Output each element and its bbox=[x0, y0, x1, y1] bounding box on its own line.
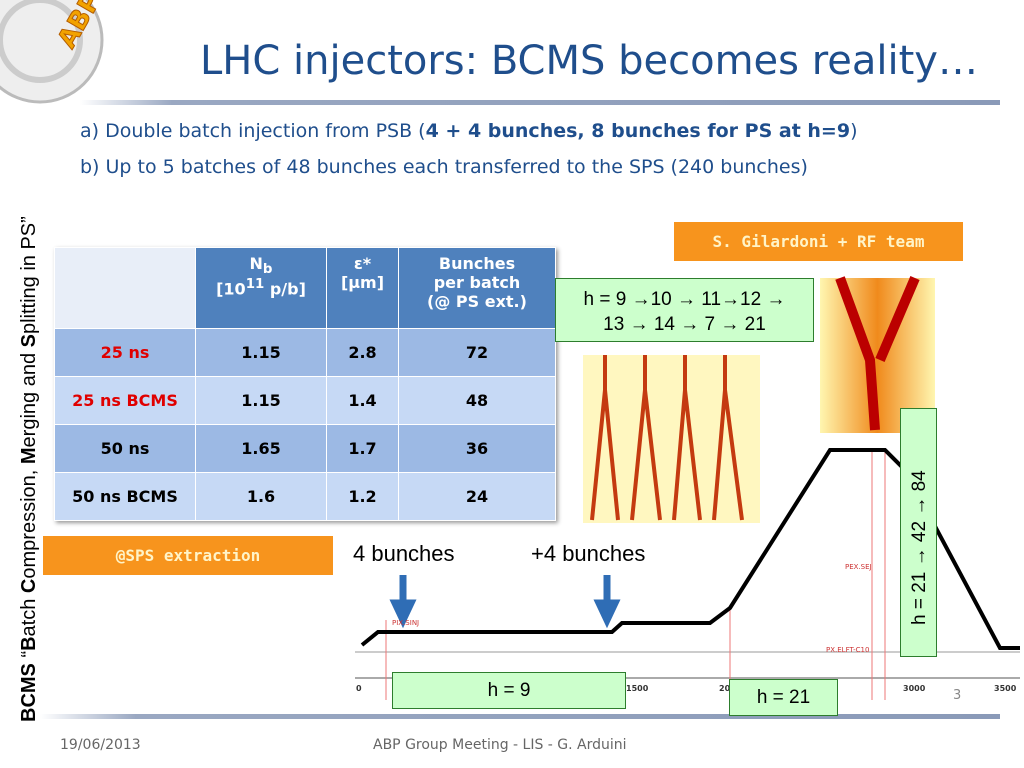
header-text: (@ PS ext.) bbox=[427, 292, 527, 311]
bullet-text: ) bbox=[850, 120, 858, 142]
axis-label: 3000 bbox=[903, 684, 926, 693]
table-cell: 1.4 bbox=[326, 376, 399, 425]
header-text: [μm] bbox=[340, 273, 385, 292]
header-cell: ε* [μm] bbox=[326, 247, 399, 329]
table-cell: 72 bbox=[398, 328, 556, 377]
table-cell: 1.15 bbox=[195, 376, 327, 425]
header-text: Bunches bbox=[438, 254, 516, 273]
row-label: 50 ns BCMS bbox=[54, 472, 196, 521]
side-part: B bbox=[18, 636, 40, 651]
title-rule bbox=[80, 100, 1000, 105]
table-cell: 1.6 bbox=[195, 472, 327, 521]
marker-labels: PIX.SINJ PEX.SEJ PX.ELFT-C10 bbox=[392, 563, 872, 654]
header-cell: Nb [1011 p/b] bbox=[195, 247, 327, 329]
marker-label: PIX.SINJ bbox=[392, 619, 419, 627]
harmonics-line: h = 9 →10 → 11→12 → bbox=[583, 289, 786, 310]
table-cell: 1.65 bbox=[195, 424, 327, 473]
footer-rule bbox=[40, 714, 1000, 719]
slide-title: LHC injectors: BCMS becomes reality… bbox=[200, 38, 978, 84]
harmonic-vertical-text: h = 21 → 42 → 84 bbox=[909, 470, 930, 625]
header-cell bbox=[54, 247, 196, 329]
header-text: ε* bbox=[353, 254, 372, 273]
header-text: [10 bbox=[216, 279, 246, 299]
footer-date: 19/06/2013 bbox=[60, 737, 141, 753]
bullet-text: a) Double batch injection from PSB ( bbox=[80, 120, 426, 142]
table-row: 50 ns 1.65 1.7 36 bbox=[54, 424, 556, 473]
table-body: 25 ns 1.15 2.8 72 25 ns BCMS 1.15 1.4 48 50 ns 1.… bbox=[54, 328, 556, 521]
header-row: Nb [1011 p/b] ε* [μm] Bunches per batch (@ P… bbox=[54, 247, 556, 329]
footer-center: ABP Group Meeting - LIS - G. Arduini bbox=[373, 737, 627, 753]
row-label: 50 ns bbox=[54, 424, 196, 473]
axis-label: 1500 bbox=[626, 684, 649, 693]
table-row: 25 ns 1.15 2.8 72 bbox=[54, 328, 556, 377]
logo-ring bbox=[0, 0, 83, 83]
table-cell: 24 bbox=[398, 472, 556, 521]
beam-table: Nb [1011 p/b] ε* [μm] Bunches per batch (@ P… bbox=[54, 247, 556, 521]
side-part: M bbox=[18, 447, 40, 465]
table-cell: 48 bbox=[398, 376, 556, 425]
side-part: “ bbox=[18, 650, 40, 664]
side-part: C bbox=[18, 578, 40, 594]
table-row: 50 ns BCMS 1.6 1.2 24 bbox=[54, 472, 556, 521]
arrow-second bbox=[593, 575, 621, 629]
side-part: ompression, bbox=[18, 464, 40, 579]
bullet: a) Double batch injection from PSB (4 + … bbox=[80, 120, 857, 142]
side-part: erging and bbox=[18, 347, 40, 448]
table-cell: 1.15 bbox=[195, 328, 327, 377]
arrow-first bbox=[389, 575, 417, 629]
header-sup: 11 bbox=[245, 277, 265, 293]
bunch-label: +4 bunches bbox=[531, 541, 646, 566]
header-text: per batch bbox=[433, 273, 521, 292]
header-cell: Bunches per batch (@ PS ext.) bbox=[398, 247, 556, 329]
harmonic-box: h = 21 bbox=[729, 679, 838, 716]
splitting-traces bbox=[590, 355, 744, 521]
row-label: 25 ns BCMS bbox=[54, 376, 196, 425]
side-title: BCMS “Batch Compression, Merging and Spl… bbox=[18, 216, 41, 722]
axis-label: 0 bbox=[356, 684, 362, 693]
row-label: 25 ns bbox=[54, 328, 196, 377]
header-sub: b bbox=[262, 262, 273, 278]
harmonics-box: h = 9 →10 → 11→12 → 13 → 14 → 7 → 21 bbox=[555, 278, 814, 342]
harmonics-line: 13 → 14 → 7 → 21 bbox=[603, 314, 766, 335]
side-part: plitting in PS” bbox=[18, 216, 40, 335]
header-text: p/b] bbox=[264, 279, 306, 299]
bullet-bold: 4 + 4 bunches, 8 bunches for PS at h=9 bbox=[425, 120, 851, 142]
marker-label: PX.ELFT-C10 bbox=[826, 646, 869, 654]
page-number: 3 bbox=[953, 688, 962, 703]
bunch-label: 4 bunches bbox=[353, 541, 455, 566]
axis-label: 20 bbox=[719, 684, 731, 693]
bullet: b) Up to 5 batches of 48 bunches each tr… bbox=[80, 156, 808, 178]
table-cell: 1.7 bbox=[326, 424, 399, 473]
side-part: BCMS bbox=[18, 663, 40, 722]
header-text: N bbox=[249, 254, 263, 273]
harmonic-box-vertical: h = 21 → 42 → 84 bbox=[900, 408, 937, 657]
table-cell: 2.8 bbox=[326, 328, 399, 377]
table-cell: 1.2 bbox=[326, 472, 399, 521]
table-row: 25 ns BCMS 1.15 1.4 48 bbox=[54, 376, 556, 425]
credit-box: S. Gilardoni + RF team bbox=[674, 222, 963, 261]
side-part: atch bbox=[18, 593, 40, 637]
axis-labels: 0 1500 20 3000 3500 bbox=[356, 684, 1017, 693]
table-cell: 36 bbox=[398, 424, 556, 473]
side-part: S bbox=[18, 334, 40, 348]
harmonic-box: h = 9 bbox=[392, 672, 626, 709]
axis-label: 3500 bbox=[994, 684, 1017, 693]
extraction-box: @SPS extraction bbox=[43, 536, 333, 575]
merge-traces bbox=[835, 276, 920, 431]
marker-label: PEX.SEJ bbox=[845, 563, 872, 571]
